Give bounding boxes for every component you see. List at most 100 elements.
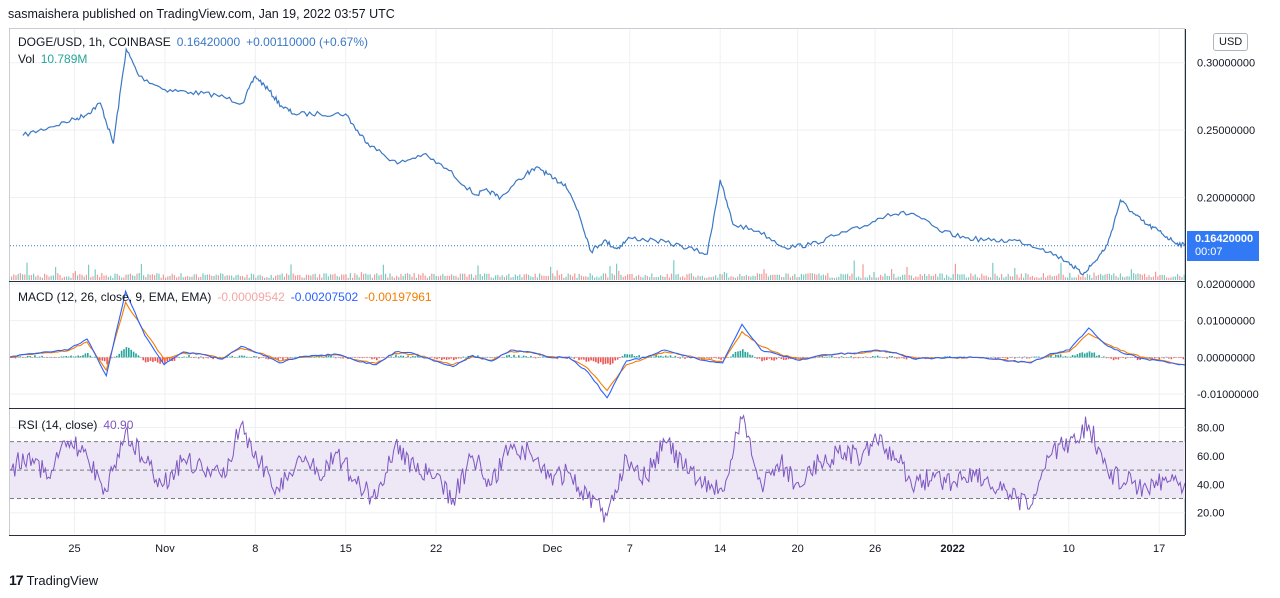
- volume-bar: [112, 277, 114, 280]
- volume-bar: [453, 275, 455, 280]
- macd-hist-bar: [144, 357, 147, 363]
- macd-hist-bar: [761, 357, 763, 362]
- rsi-value: 40.90: [103, 418, 134, 432]
- macd-hist-bar: [330, 355, 332, 358]
- volume-bar: [158, 273, 160, 280]
- volume-bar: [809, 273, 811, 280]
- volume-bar: [866, 277, 868, 280]
- symbol-label[interactable]: DOGE/USD, 1h, COINBASE: [18, 35, 171, 49]
- macd-hist-bar: [556, 357, 559, 360]
- macd-hist-bar: [149, 357, 152, 361]
- volume-bar: [719, 273, 721, 280]
- volume-bar: [1181, 277, 1183, 280]
- currency-button[interactable]: USD: [1213, 33, 1249, 51]
- volume-bar: [1078, 274, 1080, 280]
- macd-hist-bar: [58, 357, 60, 358]
- volume-bar: [226, 275, 228, 280]
- volume-bar: [305, 274, 307, 280]
- macd-hist-bar: [142, 357, 144, 361]
- volume-bar: [554, 276, 556, 280]
- volume-bar: [939, 273, 941, 280]
- macd-hist-bar: [128, 347, 130, 358]
- volume-bar: [118, 275, 120, 280]
- volume-bar: [268, 277, 270, 280]
- macd-hist-bar: [624, 354, 626, 358]
- macd-series: [9, 289, 1186, 399]
- macd-hist-bar: [486, 356, 489, 358]
- volume-bar: [1016, 274, 1018, 280]
- volume-bar: [873, 271, 875, 280]
- macd-hist-bar: [542, 356, 544, 358]
- macd-hist-bar: [140, 356, 142, 358]
- volume-bar: [798, 276, 800, 280]
- volume-bar: [424, 275, 426, 280]
- tradingview-logo[interactable]: 17 TradingView: [9, 572, 98, 588]
- macd-hist-bar: [416, 355, 419, 358]
- volume-bar: [129, 273, 131, 280]
- macd-hist-bar: [1117, 357, 1120, 360]
- macd-hist-bar: [520, 356, 523, 358]
- macd-hist-bar: [1079, 352, 1081, 358]
- volume-bar: [591, 275, 593, 280]
- macd-label[interactable]: MACD (12, 26, close, 9, EMA, EMA): [18, 290, 212, 304]
- macd-hist-bar: [284, 357, 287, 358]
- macd-hist-bar: [881, 357, 884, 358]
- macd-hist-bar: [356, 357, 359, 358]
- macd-hist-bar: [392, 357, 395, 358]
- volume-bar: [338, 276, 340, 280]
- volume-bar: [323, 273, 325, 280]
- volume-bar: [761, 273, 763, 280]
- macd-hist-bar: [436, 357, 438, 360]
- x-tick-label: 8: [252, 543, 258, 555]
- macd-hist-bar: [465, 357, 467, 358]
- volume-bar: [79, 274, 81, 280]
- volume-bar: [11, 276, 13, 280]
- macd-hist-bar: [1083, 353, 1086, 358]
- macd-hist-bar: [212, 357, 214, 360]
- macd-hist-bar: [874, 356, 876, 358]
- x-tick-label: 22: [430, 543, 442, 555]
- volume-bar: [569, 274, 571, 280]
- macd-hist-bar: [60, 356, 63, 358]
- vol-label: Vol: [18, 52, 35, 66]
- volume-bar: [1163, 275, 1165, 280]
- macd-hist-bar: [320, 356, 323, 358]
- volume-bar: [90, 277, 92, 280]
- volume-bar: [829, 277, 831, 280]
- macd-hist-bar: [36, 357, 39, 358]
- macd-hist-bar: [744, 351, 746, 358]
- macd-hist-bar: [337, 356, 340, 358]
- volume-bar: [974, 274, 976, 280]
- volume-bar: [393, 277, 395, 280]
- macd-hist-bar: [1023, 356, 1026, 358]
- macd-hist-bar: [835, 357, 838, 358]
- volume-bar: [272, 277, 274, 280]
- volume-bar: [800, 273, 802, 280]
- volume-bar: [1034, 277, 1036, 280]
- volume-bar: [446, 275, 448, 280]
- volume-bar: [488, 273, 490, 280]
- volume-bar: [19, 273, 21, 280]
- macd-hist-bar: [664, 355, 667, 358]
- macd-hist-bar: [626, 354, 628, 358]
- volume-bar: [662, 276, 664, 280]
- volume-bar: [66, 276, 68, 280]
- macd-hist-bar: [120, 350, 123, 358]
- volume-bar: [292, 273, 294, 280]
- macd-hist-bar: [1127, 357, 1129, 358]
- macd-hist-bar: [677, 357, 679, 358]
- volume-bar: [217, 275, 219, 280]
- macd-hist-bar: [821, 355, 823, 358]
- volume-bar: [420, 275, 422, 280]
- macd-hist-bar: [125, 347, 128, 358]
- rsi-label[interactable]: RSI (14, close): [18, 418, 98, 432]
- volume-bar: [290, 264, 292, 280]
- volume-bar: [972, 276, 974, 280]
- volume-bar: [358, 277, 360, 280]
- volume-bar: [26, 262, 28, 280]
- x-tick-label: 20: [792, 543, 804, 555]
- volume-bar: [1130, 269, 1132, 280]
- macd-hist-bar: [510, 357, 513, 358]
- volume-bar: [785, 273, 787, 280]
